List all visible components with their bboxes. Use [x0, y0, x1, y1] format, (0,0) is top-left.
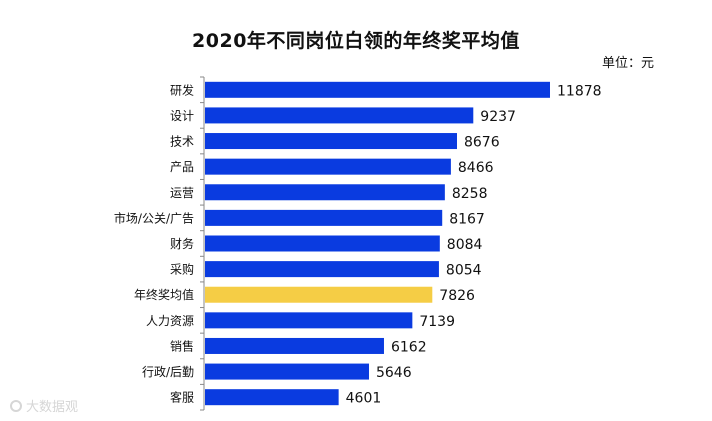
bar	[205, 312, 413, 329]
category-label: 销售	[170, 338, 194, 353]
value-label: 5646	[376, 365, 412, 381]
category-label: 客服	[170, 390, 194, 405]
watermark: 大数据观	[10, 396, 78, 415]
bar	[205, 286, 433, 303]
bar	[205, 209, 443, 226]
bar	[205, 261, 439, 278]
category-label: 人力资源	[146, 314, 194, 328]
unit-label: 单位：元	[601, 56, 654, 71]
category-label: 产品	[170, 160, 194, 174]
category-label: 设计	[170, 109, 194, 123]
value-label: 7139	[419, 314, 455, 330]
bar	[205, 133, 457, 150]
category-label: 采购	[170, 262, 194, 277]
bar	[205, 363, 369, 380]
bar	[205, 107, 474, 124]
value-label: 8054	[446, 263, 482, 279]
bar	[205, 184, 445, 201]
value-label: 8676	[464, 135, 500, 151]
category-label: 行政/后勤	[142, 365, 194, 379]
chart-title: 2020年不同岗位白领的年终奖平均值	[192, 30, 520, 52]
category-label: 技术	[170, 135, 194, 149]
value-label: 8466	[458, 160, 494, 176]
watermark-text: 大数据观	[26, 400, 79, 415]
value-label: 9237	[480, 109, 516, 125]
value-label: 8084	[447, 237, 483, 253]
bar	[205, 337, 384, 354]
bar	[205, 389, 339, 406]
value-label: 7826	[439, 288, 475, 304]
watermark-logo-icon	[10, 399, 22, 412]
bar	[205, 235, 440, 252]
category-label: 研发	[170, 82, 194, 97]
category-label: 财务	[170, 236, 194, 251]
category-label: 运营	[170, 186, 194, 200]
value-label: 8167	[449, 211, 485, 227]
value-label: 8258	[452, 186, 488, 202]
bar	[205, 81, 550, 98]
value-label: 6162	[391, 339, 427, 355]
bar	[205, 158, 451, 175]
category-label: 年终奖均值	[134, 287, 194, 302]
category-label: 市场/公关/广告	[114, 210, 194, 225]
value-label: 11878	[557, 83, 602, 99]
value-label: 4601	[346, 391, 382, 407]
